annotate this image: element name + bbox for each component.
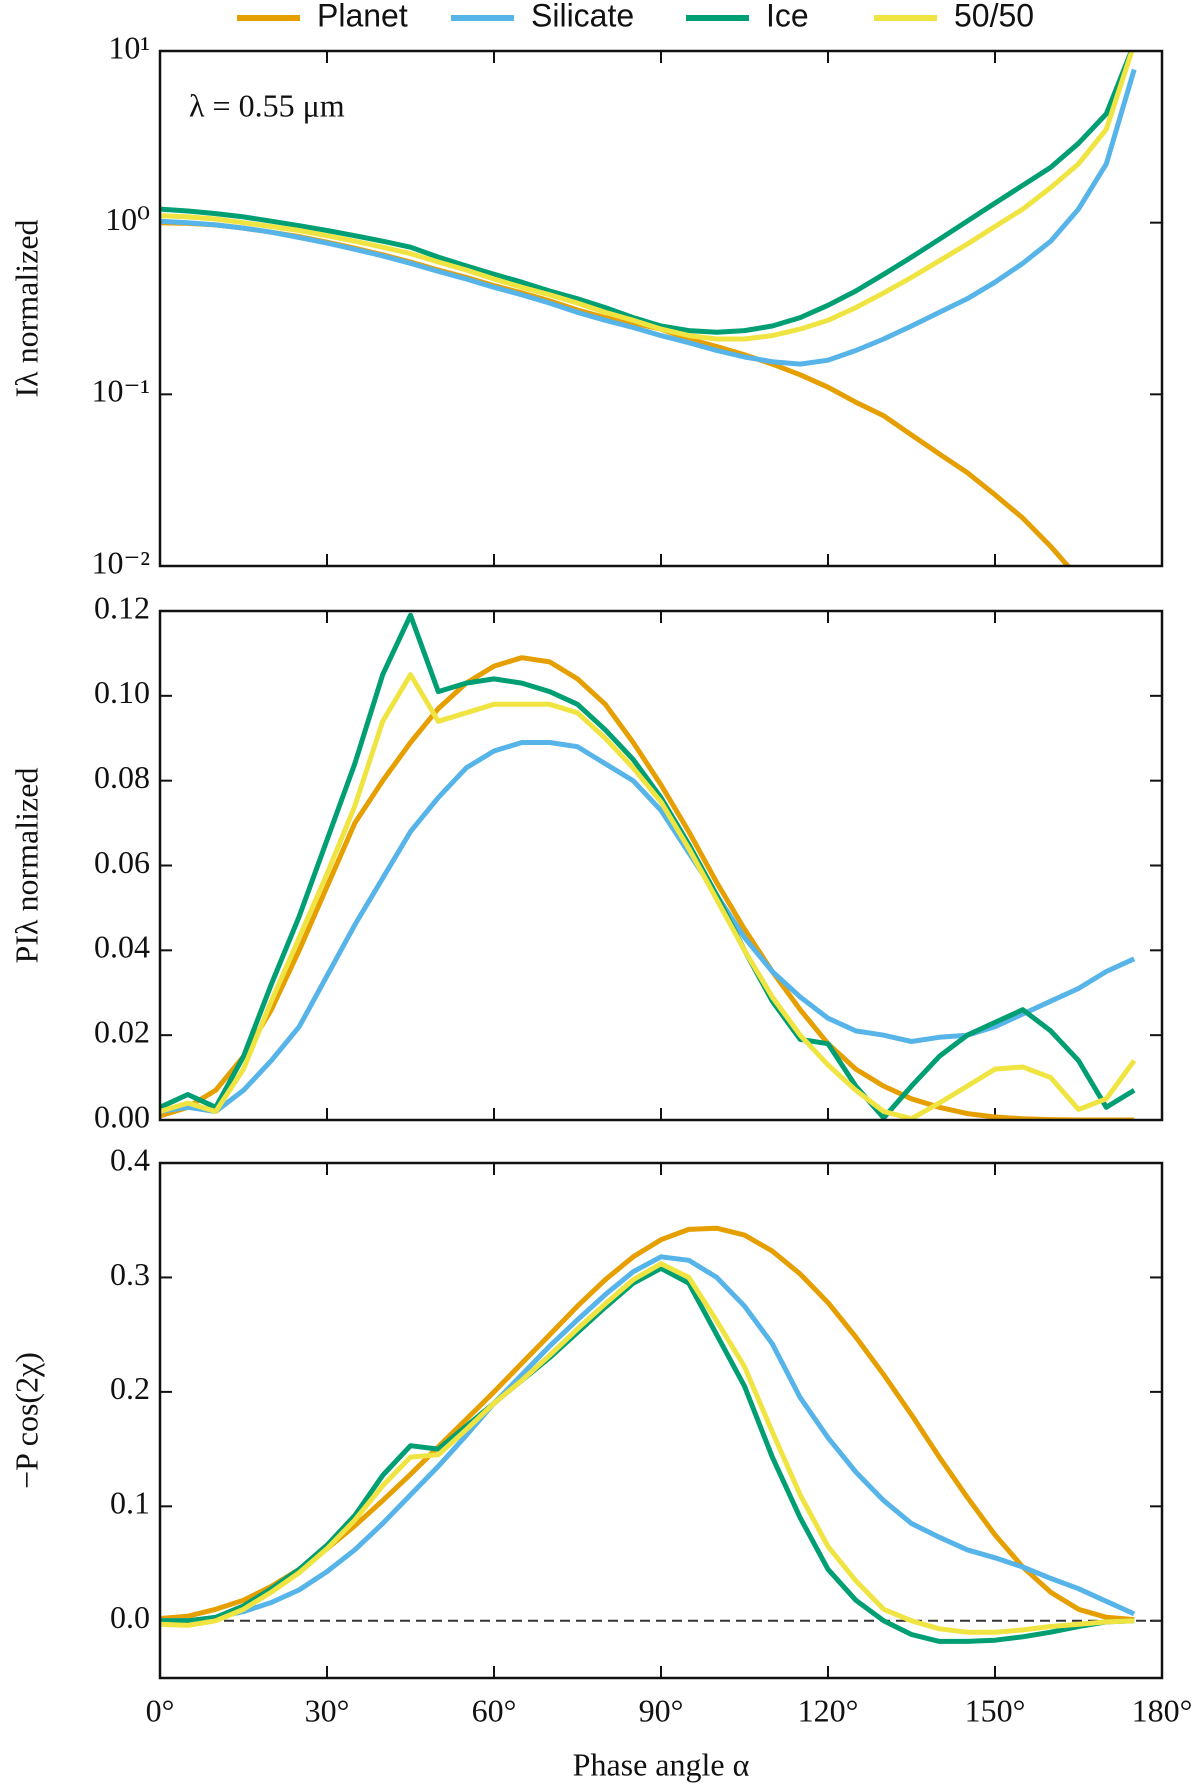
y-tick-label: 10⁻² — [92, 544, 150, 580]
series-line — [160, 1261, 1135, 1635]
x-tick-label: 0° — [146, 1692, 175, 1728]
series-line — [160, 1254, 1136, 1624]
plot-area — [160, 51, 1137, 566]
x-tick-label: 180° — [1132, 1692, 1193, 1728]
y-axis-label: PIλ normalized — [8, 768, 44, 964]
legend-label: Silicate — [531, 0, 634, 33]
plot-area — [160, 612, 1137, 1120]
x-axis-label: Phase angle α — [573, 1746, 750, 1782]
y-tick-label: 10⁻¹ — [92, 373, 150, 409]
y-tick-label: 0.02 — [94, 1014, 150, 1050]
y-axis-label: Iλ normalized — [8, 219, 44, 397]
x-tick-label: 30° — [305, 1692, 350, 1728]
plot-area — [160, 1225, 1162, 1644]
x-tick-label: 120° — [798, 1692, 859, 1728]
series-line — [160, 612, 1136, 1120]
annotation: λ = 0.55 μm — [189, 87, 345, 123]
series-line — [160, 1265, 1135, 1644]
y-tick-label: 0.04 — [94, 929, 150, 965]
legend-label: Ice — [766, 0, 809, 33]
y-tick-label: 0.3 — [110, 1256, 150, 1292]
series-line — [160, 655, 1135, 1120]
y-tick-label: 0.1 — [110, 1485, 150, 1521]
x-tick-label: 150° — [965, 1692, 1026, 1728]
y-tick-label: 10¹ — [108, 29, 150, 65]
y-tick-label: 0.10 — [94, 674, 150, 710]
axes-frame — [158, 1161, 1164, 1680]
axes-frame — [158, 49, 1164, 568]
y-tick-label: 0.4 — [110, 1141, 150, 1177]
legend-label: Planet — [317, 0, 408, 33]
y-tick-label: 10⁰ — [105, 201, 150, 237]
y-axis-label: −P cos(2χ) — [8, 1352, 44, 1489]
y-tick-label: 0.2 — [110, 1370, 150, 1406]
y-tick-label: 0.0 — [110, 1599, 150, 1635]
y-tick-label: 0.12 — [94, 589, 150, 625]
series-line — [160, 68, 1137, 367]
y-tick-label: 0.06 — [94, 844, 150, 880]
series-line — [160, 51, 1135, 335]
x-tick-label: 90° — [639, 1692, 684, 1728]
series-line — [160, 51, 1135, 342]
legend-label: 50/50 — [954, 0, 1034, 33]
y-tick-label: 0.00 — [94, 1098, 150, 1134]
x-tick-label: 60° — [472, 1692, 517, 1728]
y-tick-label: 0.08 — [94, 759, 150, 795]
series-line — [160, 672, 1137, 1120]
axes-frame — [158, 609, 1164, 1122]
